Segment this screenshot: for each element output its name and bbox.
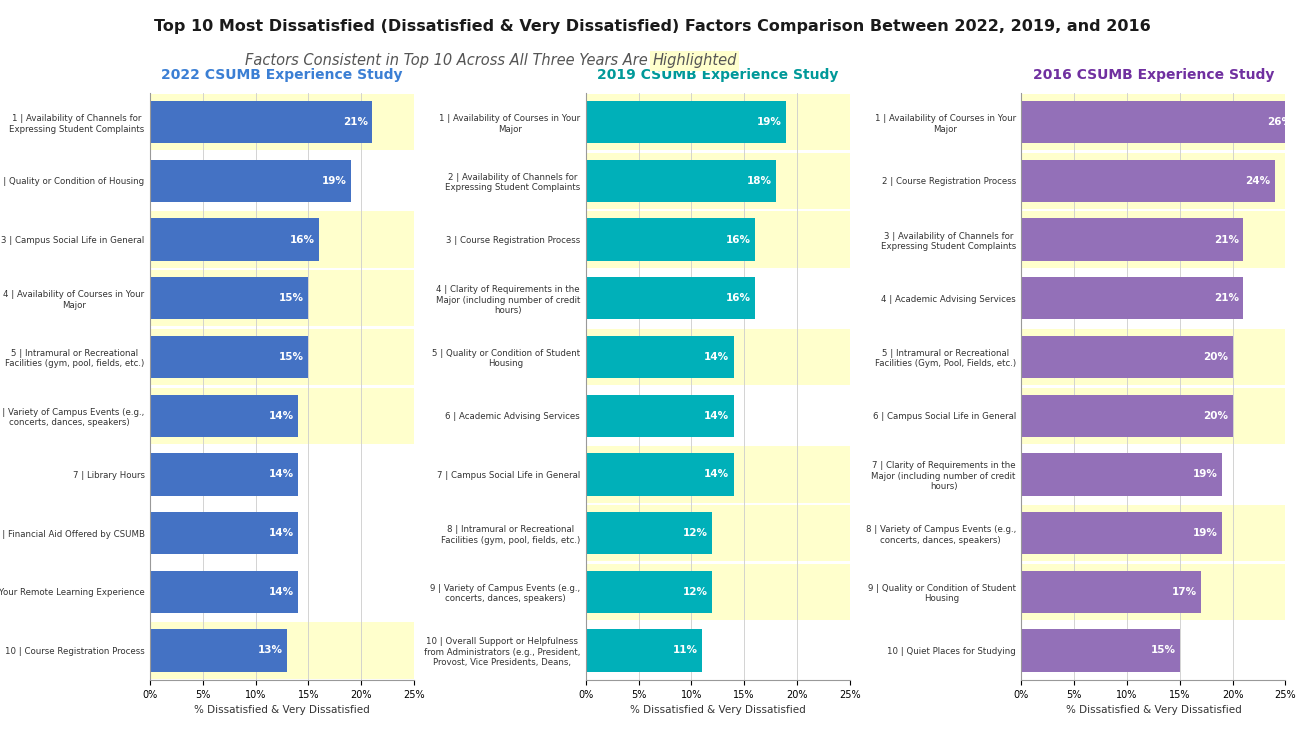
Bar	[586, 101, 787, 143]
Bar	[1022, 101, 1296, 143]
Text: 14%: 14%	[705, 352, 729, 362]
Text: 14%: 14%	[269, 411, 294, 421]
Bar	[586, 629, 702, 672]
Bar	[1022, 564, 1285, 620]
Bar	[150, 623, 414, 678]
Bar	[586, 571, 713, 613]
Bar	[150, 270, 414, 326]
Bar	[150, 101, 372, 143]
Text: Top 10 Most Dissatisfied (Dissatisfied & Very Dissatisfied) Factors Comparison B: Top 10 Most Dissatisfied (Dissatisfied &…	[154, 19, 1151, 33]
Bar	[150, 218, 318, 261]
Text: 12%: 12%	[684, 528, 709, 538]
Bar	[1022, 336, 1233, 378]
Bar	[586, 505, 850, 561]
Bar	[1022, 629, 1180, 672]
Text: 15%: 15%	[1151, 646, 1176, 655]
Title: 2016 CSUMB Experience Study: 2016 CSUMB Experience Study	[1032, 68, 1274, 82]
Bar	[150, 212, 414, 267]
Bar	[150, 395, 298, 437]
Text: 14%: 14%	[269, 470, 294, 479]
Bar	[586, 329, 850, 385]
Bar	[586, 395, 733, 437]
Bar	[1022, 505, 1285, 561]
Text: 21%: 21%	[1214, 235, 1238, 244]
X-axis label: % Dissatisfied & Very Dissatisfied: % Dissatisfied & Very Dissatisfied	[194, 705, 369, 715]
Bar	[150, 336, 308, 378]
Bar	[1022, 571, 1201, 613]
Text: Factors Consistent in Top 10 Across All Three Years Are: Factors Consistent in Top 10 Across All …	[245, 53, 652, 68]
Bar	[1022, 388, 1285, 444]
Bar	[1022, 153, 1285, 209]
Bar	[1022, 160, 1275, 202]
Bar	[586, 153, 850, 209]
Bar	[150, 571, 298, 613]
Bar	[586, 336, 733, 378]
Bar	[150, 453, 298, 496]
Text: 16%: 16%	[290, 235, 315, 244]
Text: 19%: 19%	[1193, 470, 1218, 479]
Text: Highlighted: Highlighted	[652, 53, 737, 68]
Bar	[1022, 94, 1285, 150]
Text: 11%: 11%	[672, 646, 698, 655]
Text: 14%: 14%	[705, 411, 729, 421]
Text: 14%: 14%	[705, 470, 729, 479]
Bar	[1022, 395, 1233, 437]
Text: 14%: 14%	[269, 587, 294, 597]
Bar	[150, 388, 414, 444]
Text: 20%: 20%	[1203, 411, 1228, 421]
Bar	[1022, 212, 1285, 267]
Bar	[586, 218, 754, 261]
Text: 13%: 13%	[258, 646, 283, 655]
Bar	[1022, 277, 1244, 319]
Text: 21%: 21%	[1214, 293, 1238, 303]
Text: 16%: 16%	[726, 235, 750, 244]
Bar	[1022, 512, 1221, 554]
Bar	[586, 277, 754, 319]
Bar	[586, 512, 713, 554]
Text: 16%: 16%	[726, 293, 750, 303]
Text: 19%: 19%	[1193, 528, 1218, 538]
Bar	[586, 564, 850, 620]
Text: 20%: 20%	[1203, 352, 1228, 362]
Text: 17%: 17%	[1172, 587, 1197, 597]
Bar	[1022, 329, 1285, 385]
Bar	[150, 94, 414, 150]
Text: 26%: 26%	[1267, 117, 1292, 127]
Bar	[586, 160, 776, 202]
Text: 18%: 18%	[746, 176, 771, 186]
Bar	[150, 629, 287, 672]
Text: 12%: 12%	[684, 587, 709, 597]
Bar	[586, 447, 850, 502]
Bar	[150, 512, 298, 554]
X-axis label: % Dissatisfied & Very Dissatisfied: % Dissatisfied & Very Dissatisfied	[1066, 705, 1241, 715]
Text: 19%: 19%	[757, 117, 782, 127]
Text: 15%: 15%	[279, 352, 304, 362]
Bar	[1022, 453, 1221, 496]
Bar	[150, 160, 351, 202]
Bar	[150, 277, 308, 319]
Text: 24%: 24%	[1245, 176, 1271, 186]
Title: 2019 CSUMB Experience Study: 2019 CSUMB Experience Study	[598, 68, 838, 82]
Bar	[586, 94, 850, 150]
X-axis label: % Dissatisfied & Very Dissatisfied: % Dissatisfied & Very Dissatisfied	[630, 705, 805, 715]
Bar	[586, 453, 733, 496]
Text: 21%: 21%	[343, 117, 368, 127]
Bar	[1022, 218, 1244, 261]
Text: 14%: 14%	[269, 528, 294, 538]
Text: 19%: 19%	[321, 176, 347, 186]
Bar	[150, 329, 414, 385]
Title: 2022 CSUMB Experience Study: 2022 CSUMB Experience Study	[162, 68, 403, 82]
Bar	[586, 212, 850, 267]
Text: 15%: 15%	[279, 293, 304, 303]
